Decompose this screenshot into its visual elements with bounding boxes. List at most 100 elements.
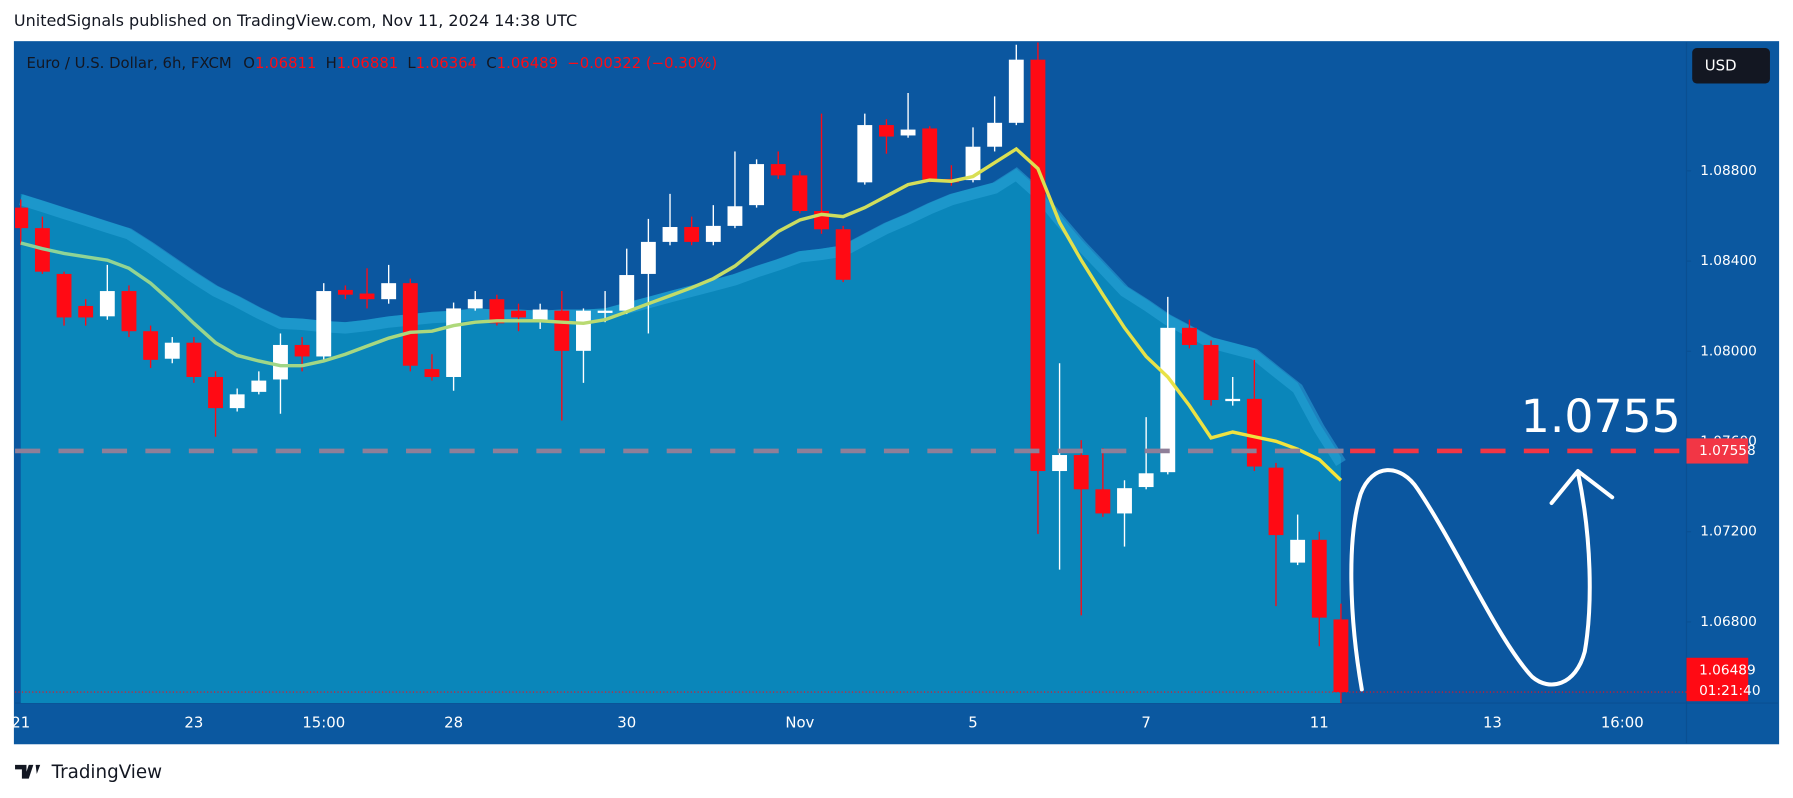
candle-body bbox=[965, 146, 981, 181]
candle-body bbox=[78, 305, 94, 318]
y-tick-label: 1.06800 bbox=[1700, 614, 1757, 630]
candle-body bbox=[164, 342, 180, 359]
candle-body bbox=[532, 309, 548, 323]
brand: TradingView bbox=[15, 762, 162, 783]
x-tick-label: 23 bbox=[184, 714, 203, 732]
y-tick-label: 1.07200 bbox=[1700, 524, 1757, 540]
axes: 1.068001.072001.076001.080001.084001.088… bbox=[11, 163, 1757, 732]
candle-body bbox=[1138, 473, 1154, 488]
y-tick-label: 1.08800 bbox=[1700, 163, 1757, 179]
candle-body bbox=[1052, 455, 1068, 472]
candle-body bbox=[337, 289, 353, 295]
ma-line bbox=[20, 146, 1343, 482]
candle-body bbox=[554, 310, 570, 351]
candle-body bbox=[56, 273, 72, 318]
legend-change: −0.00322 (−0.30%) bbox=[567, 54, 717, 72]
candle-body bbox=[121, 291, 137, 332]
candle-body bbox=[792, 175, 808, 211]
y-tick-label: 1.08000 bbox=[1700, 343, 1757, 359]
legend-value: 1.06881 bbox=[337, 54, 398, 72]
candle-body bbox=[640, 241, 656, 274]
x-tick-label: 30 bbox=[617, 714, 636, 732]
price-labels: 1.07558 1.06489 01:21:40 bbox=[1686, 438, 1761, 702]
candle-body bbox=[1008, 59, 1024, 123]
candle-body bbox=[467, 299, 483, 309]
overlay: 1.0755 bbox=[1349, 390, 1681, 692]
x-tick-label: Nov bbox=[785, 714, 814, 732]
x-tick-label: 28 bbox=[444, 714, 463, 732]
x-tick-label: 21 bbox=[11, 714, 30, 732]
candle-body bbox=[446, 308, 462, 377]
countdown: 01:21:40 bbox=[1699, 683, 1761, 699]
band-area bbox=[20, 168, 1341, 704]
candle-body bbox=[900, 129, 916, 136]
x-tick-label: 15:00 bbox=[302, 714, 345, 732]
candle-body bbox=[879, 125, 894, 137]
candle-body bbox=[511, 310, 526, 318]
candle-body bbox=[381, 283, 397, 300]
drawn-arrowhead bbox=[1549, 469, 1615, 506]
candle-body bbox=[597, 310, 613, 313]
candle-body bbox=[1268, 467, 1284, 536]
last-price-box bbox=[1686, 657, 1749, 702]
candle-body bbox=[1290, 539, 1306, 563]
x-tick-label: 13 bbox=[1483, 714, 1502, 732]
hline-label-box bbox=[1686, 438, 1749, 464]
candle-body bbox=[684, 227, 700, 242]
candle-body bbox=[99, 291, 115, 317]
candle-body bbox=[749, 164, 765, 206]
last-price-label: 1.06489 bbox=[1699, 662, 1756, 678]
candle-body bbox=[273, 344, 288, 380]
currency-button-label[interactable]: USD bbox=[1705, 56, 1737, 74]
x-tick-label: 5 bbox=[968, 714, 977, 732]
candle-body bbox=[1203, 344, 1219, 400]
candle-body bbox=[987, 122, 1003, 147]
y-tick-label: 1.08400 bbox=[1700, 253, 1757, 269]
legend: Euro / U.S. Dollar, 6h, FXCM O1.06811 H1.… bbox=[26, 54, 717, 72]
band-edge bbox=[19, 167, 1346, 467]
candle-body bbox=[922, 128, 938, 181]
candle-body bbox=[619, 275, 635, 311]
legend-value: 1.06364 bbox=[416, 54, 477, 72]
x-tick-label: 11 bbox=[1310, 714, 1329, 732]
candle-body bbox=[208, 376, 223, 409]
candle-body bbox=[1311, 539, 1327, 618]
legend-text: Euro / U.S. Dollar, 6h, FXCM O1.06811 H1.… bbox=[26, 54, 717, 72]
currency-button[interactable] bbox=[1692, 48, 1770, 84]
candle-body bbox=[1117, 488, 1132, 514]
candle-body bbox=[1030, 59, 1046, 472]
legend-key: O bbox=[243, 54, 255, 72]
candle-body bbox=[316, 291, 332, 357]
legend-key: C bbox=[486, 54, 496, 72]
x-tick-label: 7 bbox=[1141, 714, 1150, 732]
candle-body bbox=[186, 342, 202, 377]
legend-value: 1.06489 bbox=[497, 54, 558, 72]
candle-body bbox=[727, 206, 743, 226]
plot bbox=[15, 42, 1687, 704]
legend-key: L bbox=[407, 54, 416, 72]
candle-body bbox=[705, 225, 721, 242]
candle-body bbox=[857, 125, 873, 183]
candle-body bbox=[1095, 489, 1111, 514]
candle-body bbox=[294, 344, 310, 357]
candle-body bbox=[1246, 398, 1262, 467]
candle-body bbox=[359, 293, 375, 300]
candle-body bbox=[662, 227, 678, 242]
candle-body bbox=[576, 310, 591, 351]
annotation: 1.0755 bbox=[1521, 390, 1681, 443]
candle-body bbox=[1225, 398, 1241, 402]
legend-symbol: Euro / U.S. Dollar, 6h, FXCM bbox=[26, 54, 231, 72]
brand-logo bbox=[15, 764, 41, 779]
candle-body bbox=[15, 207, 29, 229]
legend-key: H bbox=[326, 54, 337, 72]
brand-name: TradingView bbox=[51, 762, 163, 783]
candle-body bbox=[229, 394, 245, 409]
candle-body bbox=[1160, 327, 1176, 473]
header: UnitedSignals published on TradingView.c… bbox=[14, 11, 577, 30]
candle-body bbox=[835, 229, 851, 280]
candle-body bbox=[1181, 327, 1197, 345]
x-tick-label: 16:00 bbox=[1601, 714, 1644, 732]
candle-body bbox=[402, 283, 418, 366]
candle-body bbox=[1333, 619, 1349, 693]
